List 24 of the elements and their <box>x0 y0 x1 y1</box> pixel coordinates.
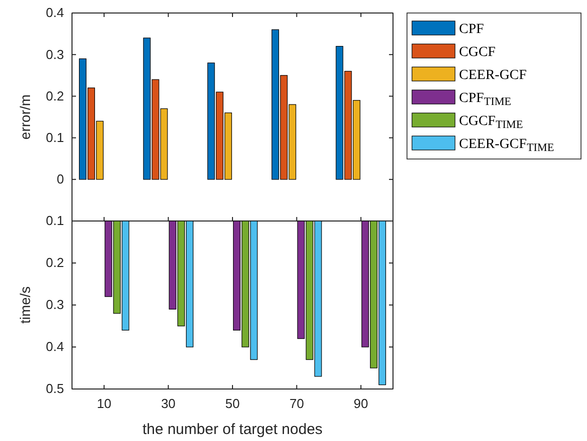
y-tick-label: 0.3 <box>46 297 64 312</box>
x-tick-label: 30 <box>161 396 176 412</box>
y-tick-label: 0.4 <box>46 5 64 20</box>
y-tick-label: 0.5 <box>46 381 64 396</box>
legend-label: CPF <box>459 22 484 37</box>
x-axis-title: the number of target nodes <box>142 421 323 438</box>
y-tick-label: 0 <box>56 172 64 187</box>
legend-label: CGCF <box>459 45 496 60</box>
y-tick-label: 0.3 <box>46 46 64 62</box>
y-tick-label: 0.4 <box>46 339 64 354</box>
y-tick-label: 0.1 <box>46 213 64 228</box>
y-tick-label: 0.2 <box>46 88 64 104</box>
legend-label: CEER-GCF <box>459 68 527 83</box>
y-tick-label: 0.2 <box>46 255 64 270</box>
x-tick-label: 70 <box>289 396 304 412</box>
y-axis-title: time/s <box>17 286 33 324</box>
legend-label: CGCF$_{TIME}$ <box>459 114 524 132</box>
x-tick-label: 90 <box>354 396 368 412</box>
x-tick-label: 50 <box>225 396 240 412</box>
x-tick-label: 10 <box>96 396 112 412</box>
legend-label: CPF$_{TIME}$ <box>459 91 512 108</box>
y-tick-label: 0.1 <box>46 130 64 145</box>
y-axis-title: error/m <box>17 94 33 140</box>
legend-label: CEER-GCF$_{TIME}$ <box>459 137 554 154</box>
